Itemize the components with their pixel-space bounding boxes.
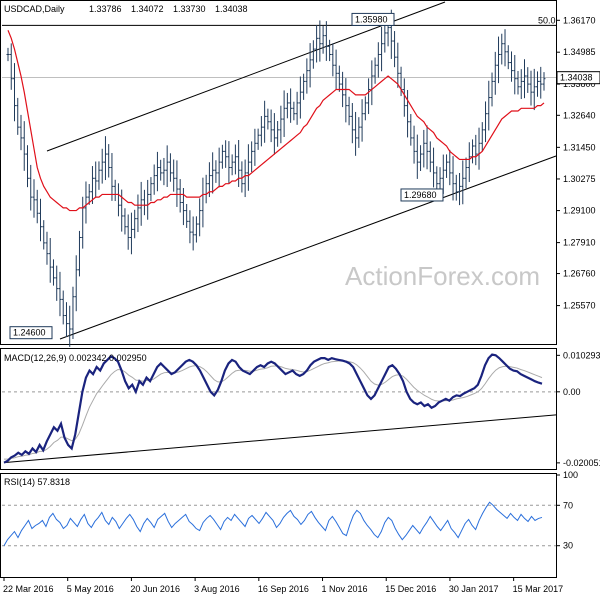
high-value: 1.34072 bbox=[131, 4, 164, 14]
date-tick-label: 5 May 2016 bbox=[67, 584, 114, 594]
price-tick-label: 1.26760 bbox=[563, 269, 596, 279]
price-annotation-label: 1.35980 bbox=[355, 14, 388, 24]
rsi-axis: 100 70 30 bbox=[2, 470, 578, 551]
close-value: 1.34038 bbox=[215, 4, 248, 14]
price-tick-label: 1.32640 bbox=[563, 110, 596, 120]
channel-lines bbox=[46, 1, 557, 340]
watermark-text: ActionForex.com bbox=[345, 261, 540, 291]
price-tick-label: 1.36170 bbox=[563, 15, 596, 25]
price-tick-label: 1.27910 bbox=[563, 238, 596, 248]
date-tick-label: 22 Mar 2016 bbox=[3, 584, 54, 594]
price-tick-label: 1.25570 bbox=[563, 301, 596, 311]
current-price-badge bbox=[556, 71, 600, 85]
rsi-tick-label: 100 bbox=[563, 470, 578, 480]
price-panel-frame bbox=[0, 0, 557, 345]
price-annotation-label: 1.29680 bbox=[404, 190, 437, 200]
fib-50-label: 50.0 bbox=[538, 15, 556, 25]
macd-tick-label: 0.010293 bbox=[563, 350, 600, 360]
price-tick-label: 1.29100 bbox=[563, 206, 596, 216]
fibonacci-level: 50.0 bbox=[2, 15, 556, 26]
date-axis: 22 Mar 2016 5 May 2016 20 Jun 2016 3 Aug 20… bbox=[3, 577, 563, 594]
moving-average-line bbox=[7, 30, 545, 212]
rsi-tick-label: 70 bbox=[563, 500, 573, 510]
price-tick-label: 1.31450 bbox=[563, 142, 596, 152]
date-tick-label: 30 Jan 2017 bbox=[449, 584, 499, 594]
macd-trendline bbox=[3, 414, 557, 464]
low-value: 1.33730 bbox=[173, 4, 206, 14]
open-value: 1.33786 bbox=[89, 4, 122, 14]
date-tick-label: 3 Aug 2016 bbox=[194, 584, 240, 594]
lower-channel-line bbox=[59, 155, 557, 340]
price-bars bbox=[6, 9, 546, 347]
price-tick-label: 1.34985 bbox=[563, 47, 596, 57]
price-annotation-box bbox=[351, 12, 395, 26]
price-axis: 1.361701.349851.338001.326401.314501.302… bbox=[2, 15, 600, 311]
price-annotation-label: 1.24600 bbox=[13, 328, 46, 338]
rsi-line bbox=[3, 501, 543, 546]
macd-title: MACD(12,26,9) 0.002342 0.002950 bbox=[4, 353, 147, 363]
symbol-label: USDCAD,Daily bbox=[4, 4, 65, 14]
price-annotation-box bbox=[400, 188, 444, 202]
date-tick-label: 15 Dec 2016 bbox=[385, 584, 436, 594]
price-annotations: 1.35980 1.29680 1.24600 bbox=[9, 12, 444, 340]
macd-lines bbox=[3, 353, 557, 464]
date-tick-label: 16 Sep 2016 bbox=[258, 584, 309, 594]
current-price-label: 1.34038 bbox=[560, 73, 593, 83]
price-annotation-box bbox=[9, 326, 53, 340]
date-tick-label: 15 Mar 2017 bbox=[513, 584, 564, 594]
rsi-lines bbox=[3, 501, 543, 546]
macd-tick-label: 0.00 bbox=[563, 387, 581, 397]
date-tick-label: 1 Nov 2016 bbox=[322, 584, 368, 594]
moving-average bbox=[7, 30, 545, 212]
rsi-title: RSI(14) 57.8318 bbox=[4, 477, 70, 487]
upper-channel-line bbox=[46, 1, 446, 152]
macd-axis: 0.010293 0.00 -0.020051 bbox=[2, 350, 600, 468]
macd-tick-label: -0.020051 bbox=[563, 458, 600, 468]
macd-main-line bbox=[3, 353, 543, 464]
date-tick-label: 20 Jun 2016 bbox=[130, 584, 180, 594]
price-tick-label: 1.30275 bbox=[563, 174, 596, 184]
rsi-tick-label: 30 bbox=[563, 541, 573, 551]
macd-signal-line bbox=[4, 360, 543, 460]
